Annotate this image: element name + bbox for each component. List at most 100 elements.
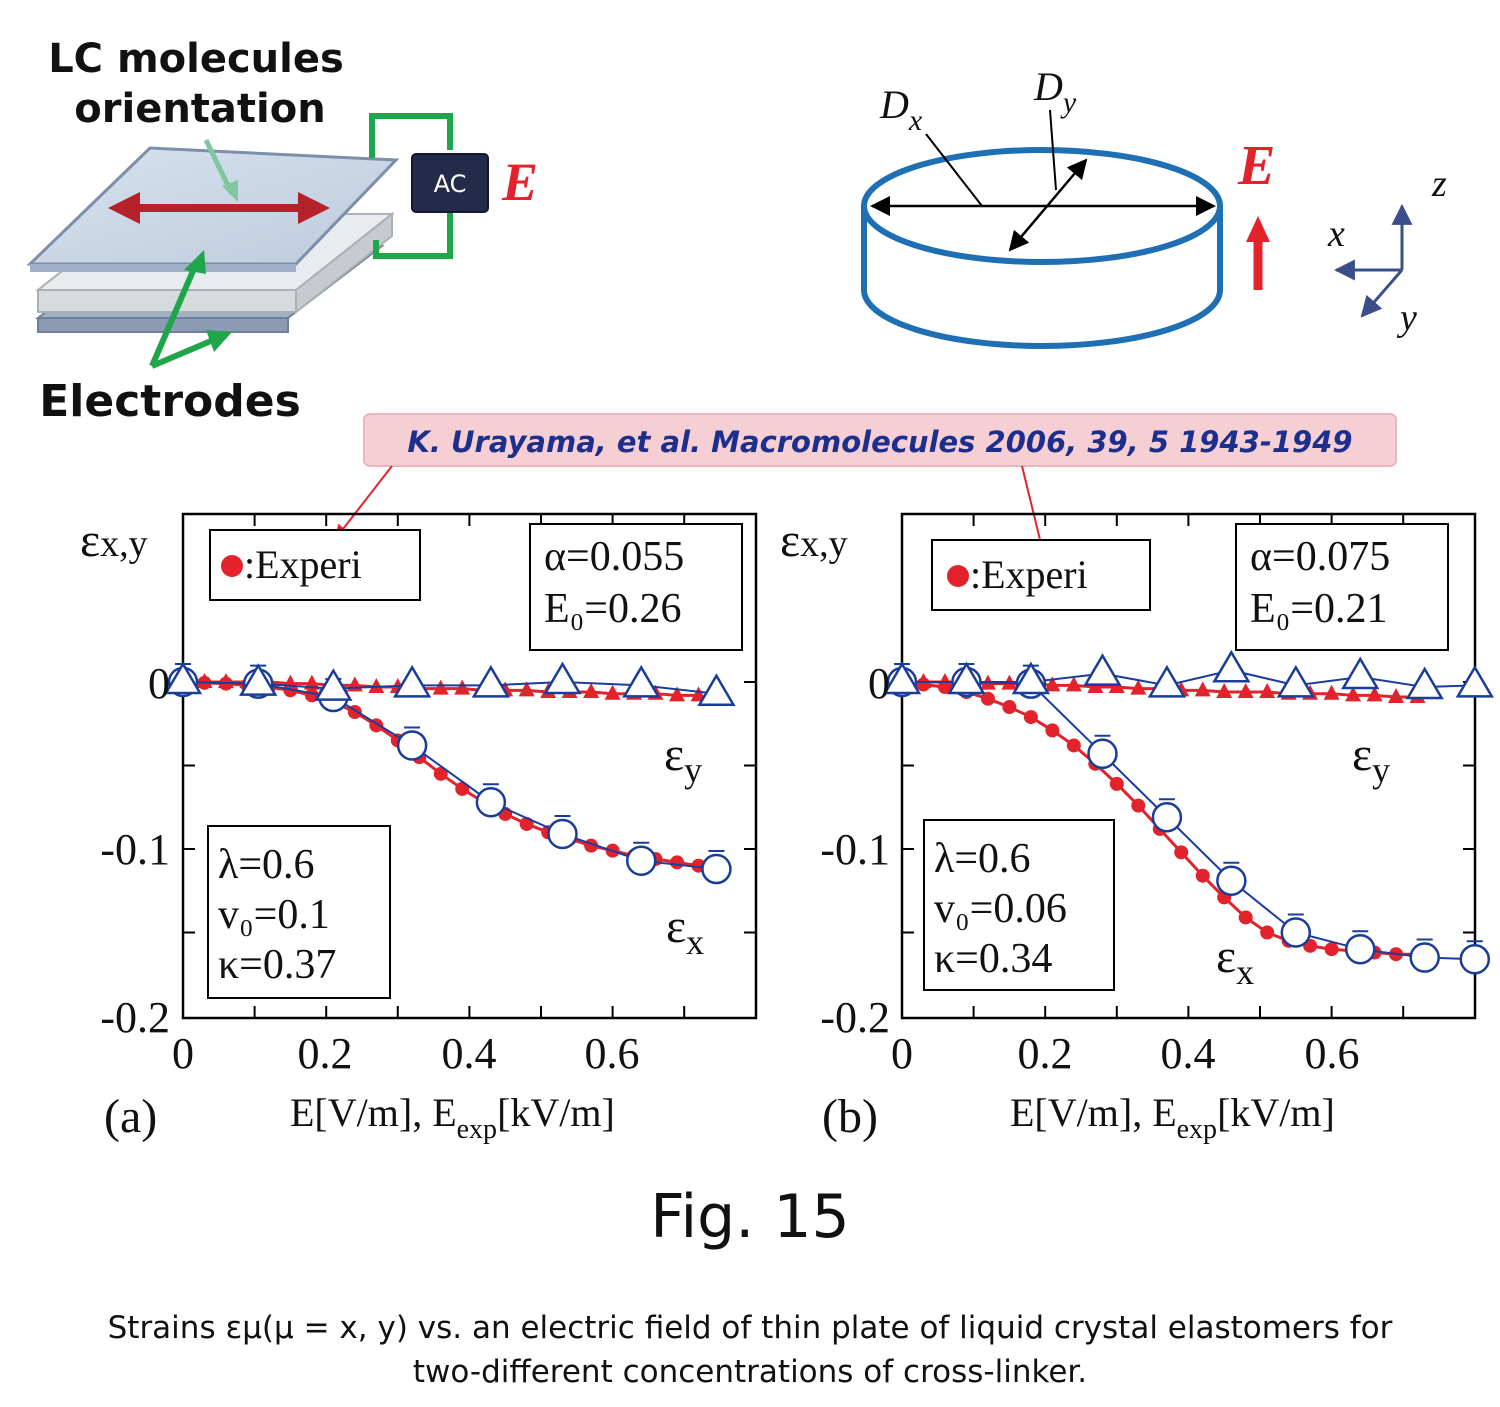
ey-sim-point	[1237, 683, 1254, 699]
panel-a-xlabel: E[V/m], Eexp[kV/m]	[290, 1090, 615, 1145]
dy-label: Dy	[1033, 64, 1077, 119]
wire-bottom	[373, 212, 453, 259]
panel-b-lambda: λ=0.6	[934, 836, 1031, 882]
panel-a-ex-label: εx	[666, 900, 704, 962]
ey-exp-point	[947, 661, 986, 695]
ey-sim-point	[1044, 676, 1061, 692]
lc-cell-diagram: AC LC molecules orientation Electrodes E	[26, 36, 538, 427]
panel-a-legend	[209, 529, 421, 601]
ey-exp-point	[543, 661, 582, 695]
axis-y-label: y	[1396, 297, 1417, 339]
axis-z-label: z	[1431, 163, 1447, 205]
panel-a-alpha: α=0.055	[544, 534, 684, 580]
ex-exp-point	[1087, 738, 1118, 770]
panel-a-xtick: 0.6	[585, 1029, 640, 1078]
ey-sim-point	[454, 679, 471, 695]
ey-sim-point	[196, 673, 213, 688]
lc-label-line1: LC molecules	[48, 36, 344, 82]
figure-canvas: AC LC molecules orientation Electrodes E…	[26, 36, 1494, 1145]
ex-sim-point	[1195, 868, 1210, 883]
panel-b-ex-label: εx	[1216, 930, 1254, 992]
ey-exp-point	[622, 664, 661, 698]
panel-a-e0: E₀=0.26	[544, 586, 681, 632]
dx-label: Dx	[879, 82, 923, 137]
panel-a-ytick: 0	[148, 659, 170, 708]
electrode-pointer-arrow	[149, 262, 199, 368]
ex-sim-point	[1109, 776, 1124, 791]
y-axis-arrow	[1360, 269, 1404, 318]
panel-a-lambda: λ=0.6	[218, 842, 315, 888]
ey-exp-line	[902, 669, 1475, 689]
ey-sim-point	[217, 673, 234, 688]
axis-x-label: x	[1327, 213, 1345, 255]
ey-exp-point	[238, 663, 278, 696]
reference-pointer-a	[335, 465, 393, 540]
ac-label: AC	[434, 170, 467, 198]
ex-sim-point	[455, 781, 470, 796]
ey-sim-point	[1323, 684, 1340, 700]
ey-sim-point	[1216, 683, 1233, 699]
panel-a-ytick: -0.1	[100, 825, 170, 874]
ey-exp-point	[471, 664, 511, 698]
field-label-right: E	[1237, 135, 1275, 197]
reference-text: K. Urayama, et al. Macromolecules 2006, …	[407, 425, 1352, 459]
ey-exp-point	[1147, 664, 1187, 698]
panel-b-ytick: -0.2	[820, 993, 890, 1042]
ey-sim-point	[368, 678, 385, 694]
ey-exp-point	[697, 673, 736, 706]
ey-exp-point	[1011, 661, 1051, 695]
ex-exp-point	[1151, 802, 1183, 833]
panel-a-xtick: 0.2	[298, 1029, 353, 1078]
panel-b-alpha: α=0.075	[1250, 534, 1390, 580]
ey-sim-point	[915, 673, 932, 688]
ey-sim-point	[1345, 686, 1362, 702]
panel-a-plot	[163, 661, 736, 885]
panel-b-xtick: 0.2	[1018, 1029, 1073, 1078]
ey-sim-point	[1259, 683, 1276, 699]
panel-a-chart: εx,y 0 0.2 0.4 0.6 0 -0.1 -0.2 E[V/m], E…	[80, 512, 758, 1145]
panel-b-xtick: 0.6	[1305, 1029, 1360, 1078]
ex-exp-point	[396, 730, 428, 761]
panel-b-ytick: 0	[868, 659, 890, 708]
reference-banner: K. Urayama, et al. Macromolecules 2006, …	[335, 413, 1397, 558]
ey-exp-point	[1455, 664, 1494, 698]
ey-sim-point	[1388, 688, 1405, 704]
panel-b-ylabel-sub: x,y	[800, 523, 848, 565]
ex-exp-point	[1409, 942, 1440, 973]
ex-sim-point	[1066, 738, 1081, 753]
panel-b-ylabel: εx,y	[780, 514, 848, 567]
panel-a-xtick: 0.4	[442, 1029, 497, 1078]
panel-b-params-top	[1235, 523, 1449, 651]
panel-a-legend-marker	[221, 555, 243, 577]
ey-sim-point	[936, 673, 953, 688]
panel-b-chart: εx,y 0 0.2 0.4 0.6 0 -0.1 -0.2 E[V/m], E…	[780, 512, 1494, 1145]
ey-sim-point	[1194, 681, 1211, 697]
ey-sim-point	[303, 674, 320, 690]
ey-sim-point	[669, 686, 686, 702]
ex-exp-point	[1344, 933, 1376, 965]
ey-sim-point	[1366, 686, 1383, 702]
field-label-left: E	[501, 152, 538, 212]
panel-b-params-bottom	[923, 819, 1115, 991]
ex-sim-point	[1045, 723, 1060, 738]
electrodes-label: Electrodes	[39, 376, 301, 427]
lc-label-line2: orientation	[74, 86, 325, 132]
ac-source-box	[411, 153, 489, 213]
panel-a-ytick: -0.2	[100, 993, 170, 1042]
ex-sim-point	[1174, 845, 1189, 860]
caption-line2: two-different concentrations of cross-li…	[412, 1354, 1088, 1390]
panel-b-xtick: 0.4	[1161, 1029, 1216, 1078]
dy-arrow	[1008, 158, 1088, 252]
ex-sim-point	[1238, 910, 1253, 925]
panel-a-legend-text: :Experi	[244, 542, 362, 587]
panel-a-params-top	[529, 523, 743, 651]
ex-exp-point	[701, 853, 732, 885]
disk-diagram: Dx Dy E z x y	[861, 64, 1447, 349]
wire-top	[369, 113, 453, 158]
panel-b-xtick: 0	[891, 1029, 913, 1078]
figure-caption: Strains εμ(μ = x, y) vs. an electric fie…	[0, 1306, 1500, 1394]
panel-b-legend-text: :Experi	[970, 552, 1088, 597]
panel-a-label: (a)	[104, 1090, 157, 1143]
panel-b-plot	[882, 649, 1494, 975]
ey-exp-point	[1212, 649, 1251, 683]
